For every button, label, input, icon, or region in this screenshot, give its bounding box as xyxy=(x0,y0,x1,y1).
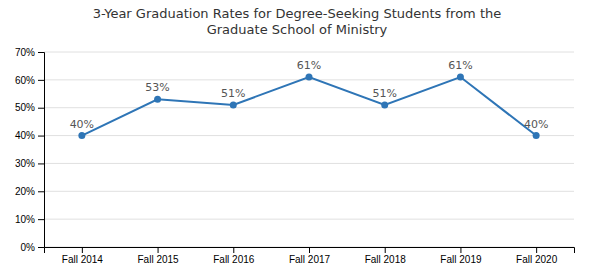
tick: Fall 2017 xyxy=(289,247,331,265)
point xyxy=(230,101,237,108)
axis-line xyxy=(38,53,45,248)
tick-mark xyxy=(38,108,44,109)
tick: 60% xyxy=(15,75,44,86)
tick-mark xyxy=(460,247,461,253)
data-label: 51% xyxy=(221,87,245,100)
tick-label: Fall 2016 xyxy=(213,254,255,265)
tick-label: Fall 2018 xyxy=(365,254,407,265)
grid-line xyxy=(44,135,574,136)
grid-line xyxy=(44,219,574,220)
chart: 3-Year Graduation Rates for Degree-Seeki… xyxy=(0,0,594,275)
tick-mark xyxy=(38,163,44,164)
title-line: 3-Year Graduation Rates for Degree-Seeki… xyxy=(93,6,502,21)
tick-mark xyxy=(38,136,44,137)
tick: Fall 2018 xyxy=(365,247,407,265)
tick-label: 0% xyxy=(21,242,36,253)
point xyxy=(78,132,85,139)
tick: 70% xyxy=(15,47,44,58)
title: 3-Year Graduation Rates for Degree-Seeki… xyxy=(93,6,502,37)
y-axis: 0% 10% 20% 30% 40% 50% 60% 70% xyxy=(15,47,45,253)
tick-label: 40% xyxy=(15,130,35,141)
marks xyxy=(78,74,539,140)
tick-mark xyxy=(38,191,44,192)
point xyxy=(154,96,161,103)
tick-mark xyxy=(82,247,83,253)
data-label: 40% xyxy=(524,118,548,131)
tick: 50% xyxy=(15,102,44,113)
grid xyxy=(44,52,574,247)
point xyxy=(306,74,313,81)
tick-mark xyxy=(158,247,159,253)
tick-label: 50% xyxy=(15,102,35,113)
data-labels: 40% 53% 51% 61% 51% 61% 40% xyxy=(70,59,549,131)
tick-label: 30% xyxy=(15,158,35,169)
tick-mark xyxy=(385,247,386,253)
tick-label: 20% xyxy=(15,186,35,197)
grid-line xyxy=(44,52,574,53)
grid-line xyxy=(44,163,574,164)
tick: 30% xyxy=(15,158,44,169)
tick-mark xyxy=(233,247,234,253)
tick-label: Fall 2020 xyxy=(516,254,558,265)
data-label: 61% xyxy=(297,59,321,72)
tick: Fall 2016 xyxy=(213,247,255,265)
tick: 40% xyxy=(15,130,44,141)
grid-line xyxy=(44,107,574,108)
tick-label: 70% xyxy=(15,47,35,58)
tick-mark xyxy=(38,247,44,248)
plot: 0%10%20%30%40%50%60%70%Fall 2014Fall 201… xyxy=(15,47,575,265)
tick: Fall 2020 xyxy=(516,247,558,265)
tick-label: Fall 2019 xyxy=(440,254,482,265)
tick-mark xyxy=(38,219,44,220)
x-axis: Fall 2014 Fall 2015 Fall 2016 Fall 2017 Fall… xyxy=(45,247,575,265)
title-line: Graduate School of Ministry xyxy=(207,22,388,37)
grid-line xyxy=(44,191,574,192)
tick: 20% xyxy=(15,186,44,197)
tick-label: Fall 2014 xyxy=(62,254,104,265)
tick-label: Fall 2015 xyxy=(138,254,180,265)
data-label: 40% xyxy=(70,118,94,131)
tick-mark xyxy=(38,52,44,53)
tick-label: Fall 2017 xyxy=(289,254,331,265)
tick: Fall 2015 xyxy=(138,247,180,265)
tick-mark xyxy=(38,80,44,81)
tick: Fall 2019 xyxy=(440,247,482,265)
point xyxy=(533,132,540,139)
line xyxy=(82,77,536,136)
point xyxy=(457,74,464,81)
tick-label: 60% xyxy=(15,75,35,86)
tick-label: 10% xyxy=(15,214,35,225)
tick-mark xyxy=(536,247,537,253)
point xyxy=(381,101,388,108)
axis-line xyxy=(45,248,575,254)
tick-mark xyxy=(309,247,310,253)
data-label: 51% xyxy=(372,87,396,100)
tick: Fall 2014 xyxy=(62,247,104,265)
data-label: 61% xyxy=(448,59,472,72)
tick: 10% xyxy=(15,214,44,225)
tick: 0% xyxy=(21,242,44,253)
data-label: 53% xyxy=(145,81,169,94)
